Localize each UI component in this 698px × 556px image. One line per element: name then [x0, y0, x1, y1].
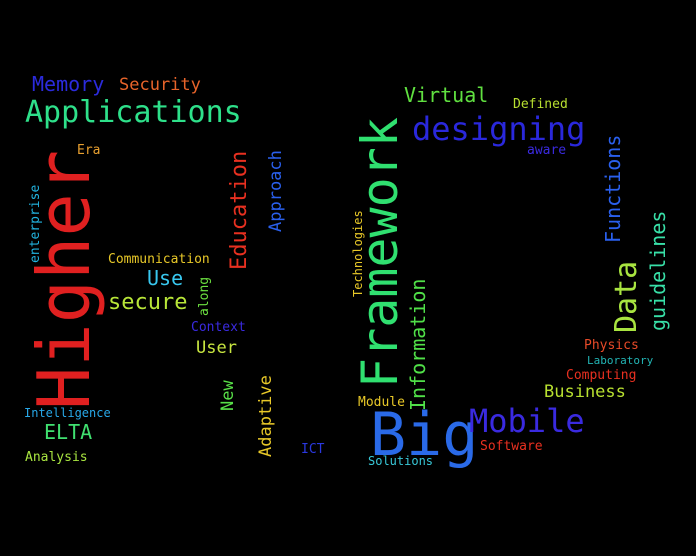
word-user: User: [196, 338, 237, 358]
word-data: Data: [609, 260, 644, 333]
word-intelligence: Intelligence: [24, 406, 111, 420]
word-new: New: [218, 380, 238, 411]
word-elta: ELTA: [44, 420, 93, 444]
word-communication: Communication: [108, 252, 210, 267]
word-business: Business: [544, 382, 626, 402]
word-higher: Higher: [22, 149, 106, 410]
word-functions: Functions: [601, 134, 625, 243]
word-virtual: Virtual: [404, 83, 489, 107]
word-education: Education: [227, 150, 252, 270]
word-software: Software: [480, 439, 543, 454]
word-use: Use: [147, 266, 184, 290]
word-information: Information: [406, 278, 430, 411]
word-laboratory: Laboratory: [587, 354, 654, 367]
word-defined: Defined: [513, 97, 568, 112]
word-approach: Approach: [266, 150, 286, 232]
word-physics: Physics: [584, 338, 639, 353]
word-context: Context: [191, 320, 246, 335]
word-aware: aware: [527, 143, 567, 158]
word-era: Era: [77, 143, 101, 158]
word-framework: Framework: [351, 117, 409, 388]
word-along: along: [197, 276, 212, 316]
word-guidelines: guidelines: [646, 210, 670, 331]
word-mobile: Mobile: [469, 402, 585, 440]
word-analysis: Analysis: [25, 450, 88, 465]
word-computing: Computing: [566, 368, 637, 383]
word-solutions: Solutions: [368, 454, 434, 468]
word-big: Big: [370, 400, 479, 470]
word-ict: ICT: [301, 442, 325, 457]
word-applications: Applications: [25, 95, 242, 130]
word-memory: Memory: [32, 72, 105, 96]
word-security: Security: [119, 75, 201, 95]
word-module: Module: [358, 395, 405, 410]
word-designing: designing: [412, 110, 586, 148]
word-adaptive: Adaptive: [256, 375, 276, 457]
word-secure: secure: [108, 290, 188, 315]
